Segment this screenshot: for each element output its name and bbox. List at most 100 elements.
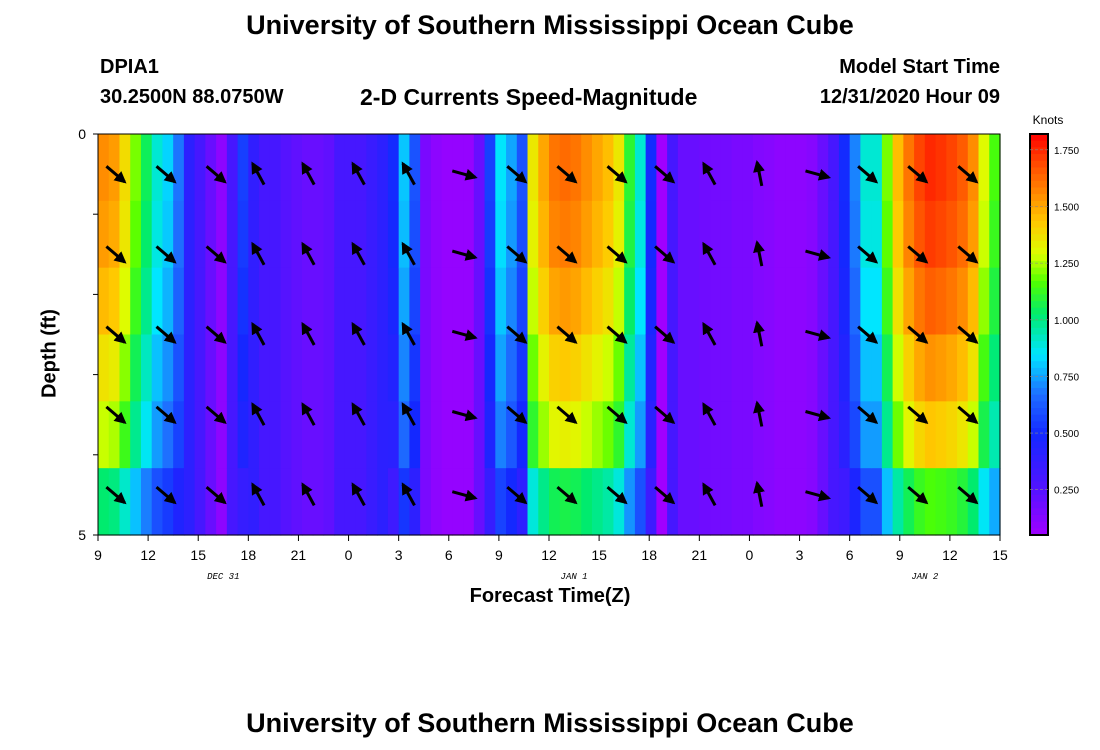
heat-cell (312, 267, 325, 336)
current-arrow (506, 245, 528, 264)
heat-cell (731, 200, 743, 269)
heat-cell (226, 401, 239, 469)
heat-cell (216, 401, 228, 469)
heat-cell (162, 334, 174, 402)
x-tick-label: 3 (796, 547, 804, 563)
current-arrow (556, 325, 578, 344)
heat-cell (720, 267, 733, 336)
heat-cell (173, 267, 185, 336)
heat-cell (688, 468, 700, 536)
heat-cell (924, 267, 937, 336)
heat-cell (731, 334, 743, 402)
heat-cell (549, 134, 561, 202)
colorbar-tick-label: 1.000 (1054, 316, 1079, 327)
heat-cell (441, 134, 453, 202)
y-axis-label: Depth (ft) (38, 309, 61, 398)
heat-cell (130, 468, 142, 536)
heat-cell (677, 134, 690, 202)
heat-cell (613, 200, 625, 269)
heat-cell (452, 401, 464, 469)
x-tick-label: 6 (445, 547, 453, 563)
heat-cell (538, 134, 550, 202)
heat-cell (269, 267, 282, 336)
heat-cell (624, 134, 636, 202)
current-arrow (451, 168, 478, 181)
heat-cell (613, 401, 625, 469)
x-tick-label: 12 (942, 547, 958, 563)
heat-cell (484, 134, 496, 202)
heat-cell (656, 468, 668, 536)
heat-cell (656, 334, 668, 402)
heat-cell (527, 267, 539, 336)
heat-cell (860, 401, 872, 469)
heat-cell (140, 134, 153, 202)
heat-cell (398, 267, 411, 336)
heat-cell (549, 267, 561, 336)
heat-cell (237, 134, 249, 202)
heat-cell (924, 468, 937, 536)
heat-cell (667, 134, 679, 202)
current-arrow (401, 321, 416, 346)
heat-cell (720, 134, 733, 202)
colorbar-segment (1030, 140, 1048, 148)
heat-cell (452, 468, 464, 536)
heat-cell (259, 267, 271, 336)
colorbar-segment (1030, 267, 1048, 275)
heat-cell (248, 401, 260, 469)
heat-cell (302, 401, 314, 469)
x-axis-label: Forecast Time(Z) (469, 585, 631, 607)
heat-cell (967, 334, 980, 402)
heat-cell (441, 468, 453, 536)
heat-cell (892, 267, 904, 336)
heat-cell (763, 401, 776, 469)
current-arrow (753, 320, 765, 347)
colorbar-segment (1030, 321, 1048, 329)
heat-cell (387, 401, 400, 469)
heat-cell (463, 334, 475, 402)
colorbar-segment (1030, 301, 1048, 309)
heat-cell (656, 267, 668, 336)
current-arrow (351, 402, 366, 426)
heat-cell (130, 267, 142, 336)
x-tick-label: 15 (591, 547, 607, 563)
colorbar-segment (1030, 200, 1048, 209)
heat-cell (795, 267, 808, 336)
heat-cell (860, 334, 872, 402)
colorbar-frame (1029, 133, 1049, 536)
model-start-label: Model Start Time (839, 56, 1000, 78)
heat-cell (677, 334, 690, 402)
heat-cell (946, 200, 958, 269)
heat-cell (173, 134, 185, 202)
heat-cell (430, 200, 443, 269)
heat-cell (742, 267, 754, 336)
current-arrow (606, 165, 628, 184)
heat-cell (484, 267, 496, 336)
x-tick-label: 0 (345, 547, 353, 563)
current-arrow (654, 245, 676, 264)
colorbar-segment (1030, 274, 1048, 282)
heat-cell (838, 334, 851, 402)
heat-cell (817, 267, 829, 336)
heat-cell (162, 134, 174, 202)
heat-cell (795, 200, 808, 269)
heat-cell (495, 334, 507, 402)
heat-cell (914, 200, 926, 269)
heat-cell (860, 468, 872, 536)
colorbar: Knots 0.250 0.500 0.750 1.000 1.250 1.500 1.750 (1029, 113, 1079, 536)
heat-cell (935, 468, 947, 536)
heat-cell (935, 401, 947, 469)
heat-cell (237, 334, 249, 402)
footer-title: University of Southern Mississippi Ocean… (246, 708, 854, 738)
heat-cell (269, 200, 282, 269)
heat-cell (398, 468, 411, 536)
heat-cell (366, 134, 378, 202)
heat-cell (420, 468, 432, 536)
heat-cell (516, 401, 529, 469)
current-arrow (907, 405, 929, 425)
heat-cell (205, 401, 217, 469)
heat-cell (957, 134, 969, 202)
colorbar-segment (1030, 134, 1048, 142)
current-arrow (805, 329, 832, 341)
colorbar-segment (1030, 508, 1048, 516)
heat-cell (269, 401, 282, 469)
